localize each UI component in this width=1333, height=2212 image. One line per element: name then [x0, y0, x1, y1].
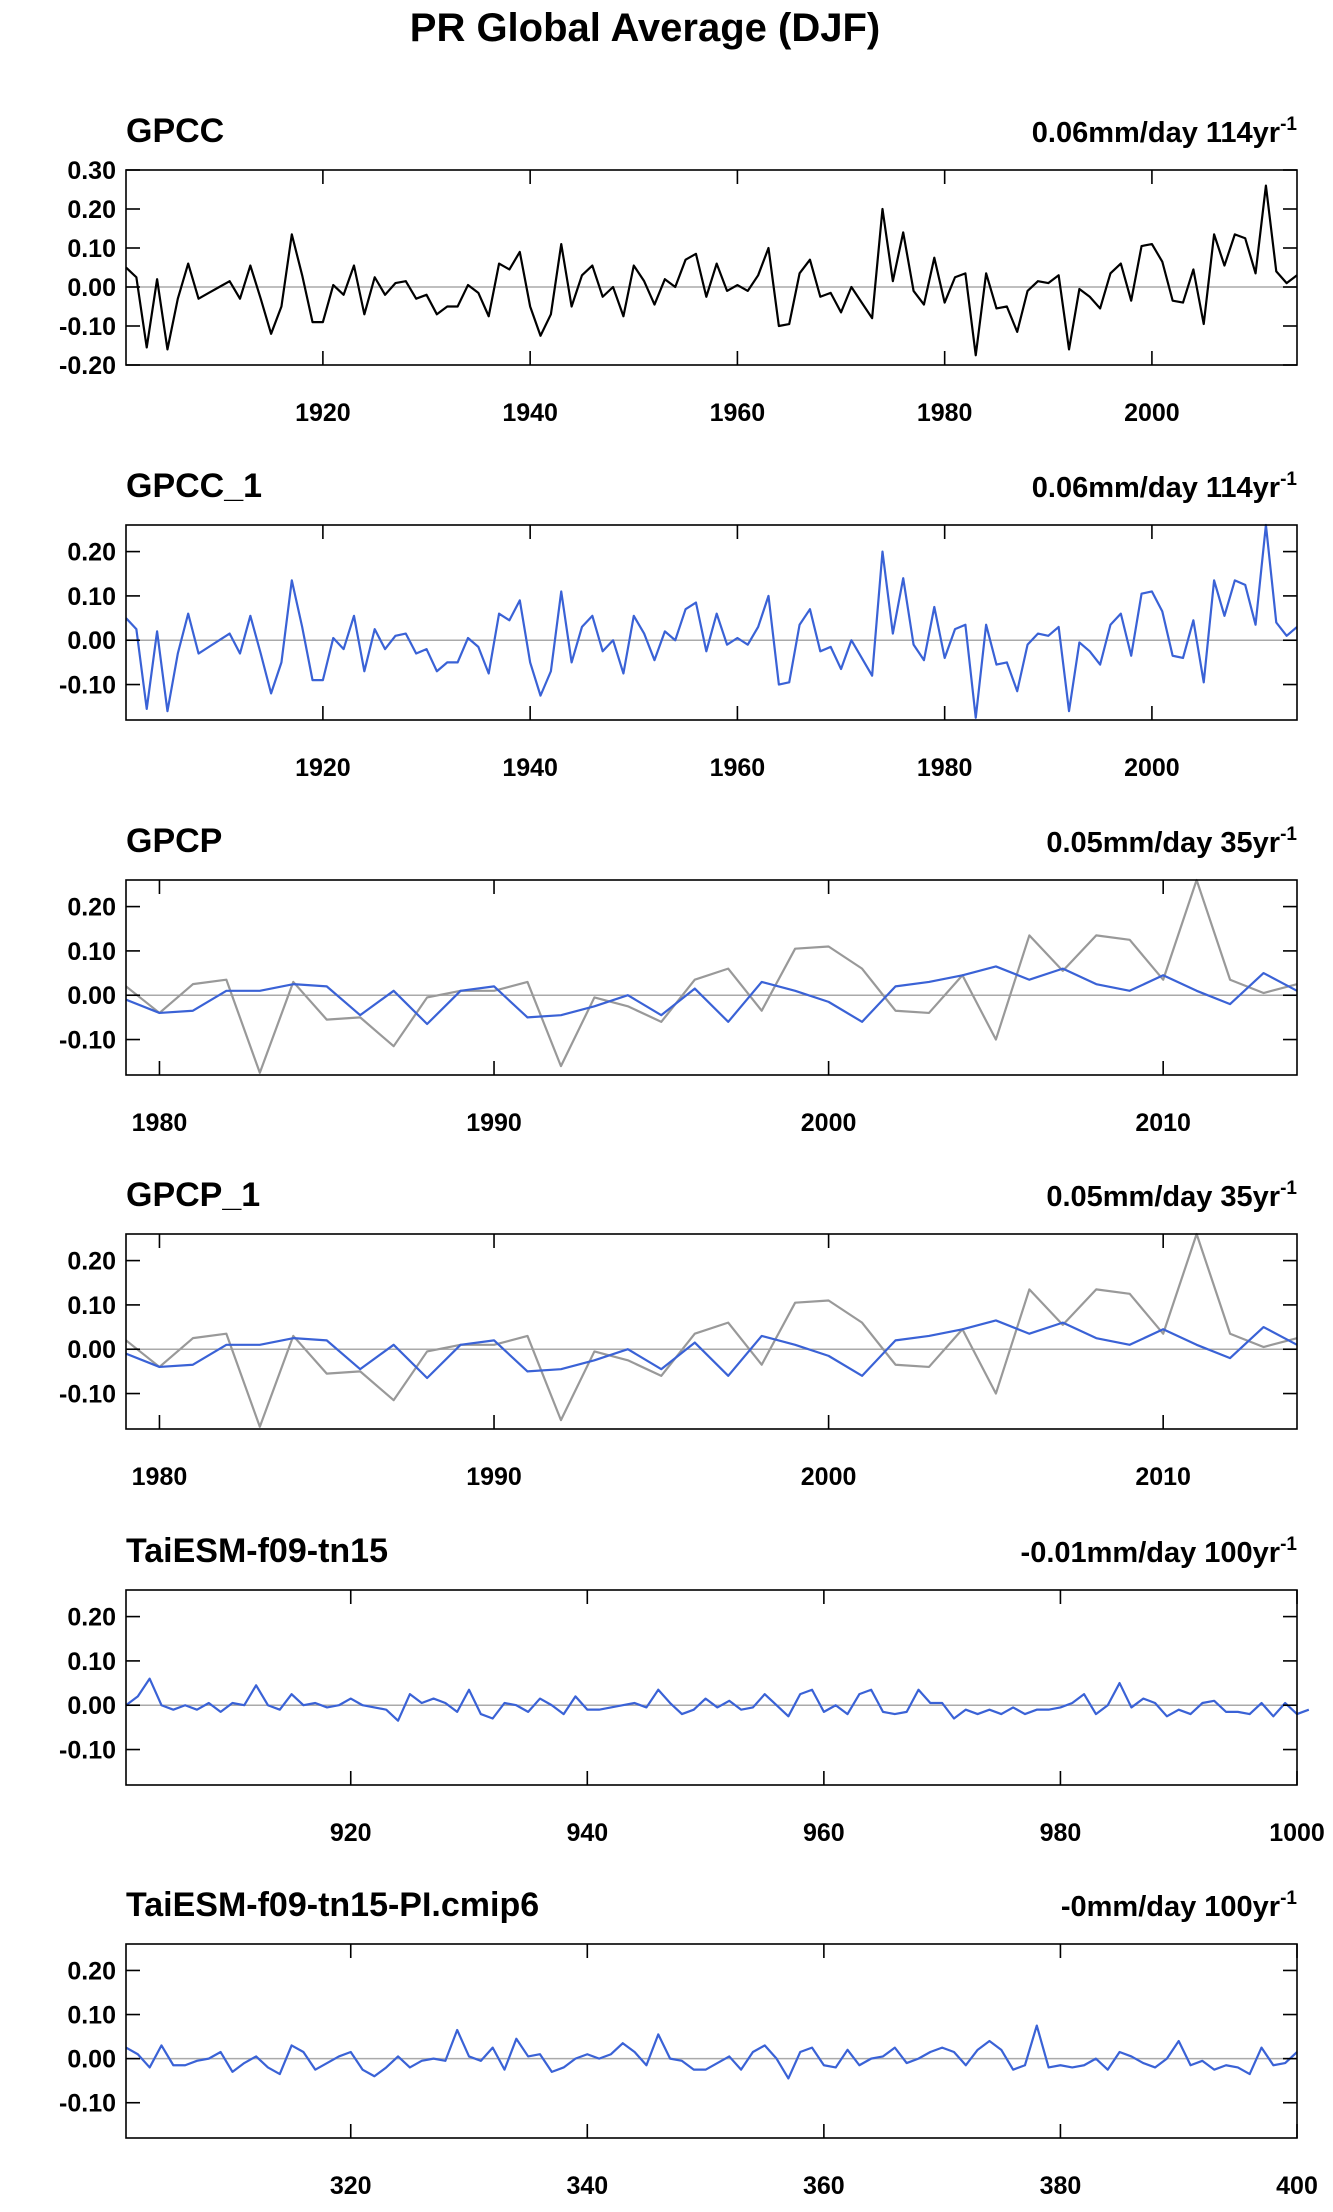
y-tick-label: 0.10: [67, 938, 116, 966]
x-tick-label: 2000: [801, 1463, 857, 1491]
series-line: [125, 1232, 1298, 1428]
x-tick-label: 380: [1040, 2172, 1082, 2200]
panel-frame: [125, 169, 1298, 366]
panel-frame: [125, 1589, 1298, 1786]
y-tick-label: 0.20: [67, 1957, 116, 1985]
series-line: [125, 1319, 1298, 1380]
y-tick-label: -0.10: [59, 672, 116, 700]
x-tick-label: 2010: [1135, 1109, 1191, 1137]
x-tick-label: 1990: [466, 1463, 522, 1491]
y-tick-label: -0.10: [59, 1381, 116, 1409]
panel-title: GPCP: [126, 822, 222, 860]
x-tick-label: 340: [566, 2172, 608, 2200]
x-tick-label: 1990: [466, 1109, 522, 1137]
y-tick-label: 0.20: [67, 196, 116, 224]
y-tick-label: 0.10: [67, 2002, 116, 2030]
panel-title: GPCP_1: [126, 1176, 260, 1214]
y-tick-label: -0.10: [59, 313, 116, 341]
y-tick-label: -0.10: [59, 1737, 116, 1765]
x-tick-label: 1980: [917, 754, 973, 782]
y-tick-label: -0.10: [59, 2090, 116, 2118]
x-tick-label: 1960: [710, 399, 766, 427]
x-tick-label: 2000: [1124, 754, 1180, 782]
y-tick-label: 0.10: [67, 583, 116, 611]
x-tick-label: 320: [330, 2172, 372, 2200]
panel-title: GPCC: [126, 112, 224, 150]
x-tick-label: 980: [1040, 1819, 1082, 1847]
panel-trend: -0mm/day 100yr-1: [1061, 1888, 1298, 1923]
y-tick-label: 0.10: [67, 235, 116, 263]
x-tick-label: 1000: [1269, 1819, 1325, 1847]
y-tick-label: 0.20: [67, 894, 116, 922]
panel-title: TaiESM-f09-tn15-PI.cmip6: [126, 1886, 539, 1924]
y-tick-label: 0.00: [67, 1336, 116, 1364]
series-line: [125, 1677, 1310, 1722]
x-tick-label: 1980: [132, 1463, 188, 1491]
x-tick-label: 1960: [710, 754, 766, 782]
y-tick-label: 0.00: [67, 627, 116, 655]
panel-frame: [125, 1233, 1298, 1430]
x-tick-label: 2010: [1135, 1463, 1191, 1491]
panel-frame: [125, 1943, 1298, 2139]
x-tick-label: 2000: [1124, 399, 1180, 427]
panel-trend: 0.06mm/day 114yr-1: [1032, 114, 1298, 149]
y-tick-label: 0.10: [67, 1292, 116, 1320]
y-tick-label: 0.00: [67, 1692, 116, 1720]
y-tick-label: 0.00: [67, 2046, 116, 2074]
panel-title: TaiESM-f09-tn15: [126, 1532, 388, 1570]
x-tick-label: 1980: [132, 1109, 188, 1137]
x-tick-label: 360: [803, 2172, 845, 2200]
y-tick-label: 0.00: [67, 982, 116, 1010]
series-line: [125, 184, 1298, 357]
panel-trend: 0.05mm/day 35yr-1: [1046, 1178, 1297, 1213]
series-line: [125, 965, 1298, 1026]
x-tick-label: 1920: [295, 754, 351, 782]
y-tick-label: 0.00: [67, 274, 116, 302]
y-tick-label: -0.10: [59, 1027, 116, 1055]
x-tick-label: 1980: [917, 399, 973, 427]
x-tick-label: 1920: [295, 399, 351, 427]
panel-frame: [125, 524, 1298, 721]
y-tick-label: 0.20: [67, 1248, 116, 1276]
x-tick-label: 920: [330, 1819, 372, 1847]
y-tick-label: 0.30: [67, 157, 116, 185]
series-line: [125, 878, 1298, 1074]
x-tick-label: 2000: [801, 1109, 857, 1137]
panel-frame: [125, 879, 1298, 1076]
y-tick-label: -0.20: [59, 352, 116, 380]
panel-trend: 0.05mm/day 35yr-1: [1046, 824, 1297, 859]
page-title: PR Global Average (DJF): [409, 6, 881, 50]
x-tick-label: 1940: [502, 754, 558, 782]
y-tick-label: 0.10: [67, 1648, 116, 1676]
x-tick-label: 1940: [502, 399, 558, 427]
series-line: [125, 523, 1298, 719]
panel-trend: 0.06mm/day 114yr-1: [1032, 469, 1298, 504]
series-line: [125, 2024, 1298, 2080]
panel-trend: -0.01mm/day 100yr-1: [1021, 1534, 1298, 1569]
y-tick-label: 0.20: [67, 539, 116, 567]
y-tick-label: 0.20: [67, 1604, 116, 1632]
x-tick-label: 960: [803, 1819, 845, 1847]
panel-title: GPCC_1: [126, 467, 262, 505]
x-tick-label: 400: [1276, 2172, 1318, 2200]
x-tick-label: 940: [566, 1819, 608, 1847]
